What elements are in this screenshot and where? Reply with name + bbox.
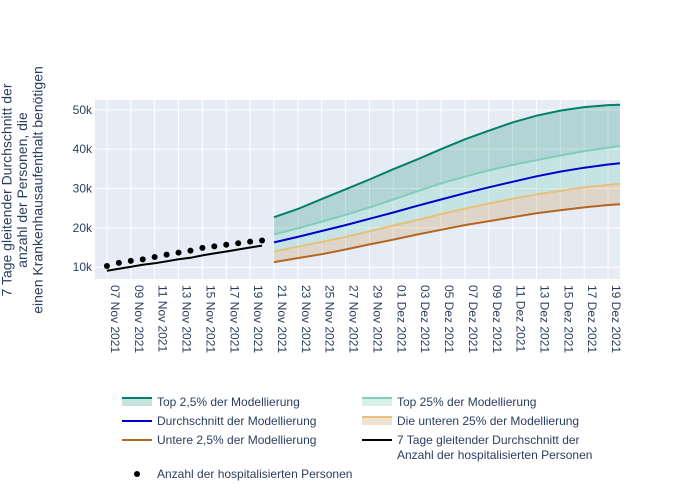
series-lines — [106, 103, 621, 272]
x-tick-label: 13 Dez 2021 — [537, 285, 551, 353]
legend-item-rolling[interactable]: 7 Tage gleitender Durchschnitt derAnzahl… — [362, 433, 592, 462]
hospitalised-point — [127, 257, 134, 264]
band-top25-top25q — [274, 104, 620, 235]
x-tick-label: 23 Nov 2021 — [299, 285, 313, 353]
legend-item-low25q[interactable]: Die unteren 25% der Modellierung — [362, 414, 579, 428]
hospitalised-point — [103, 263, 110, 270]
x-tick-label: 25 Nov 2021 — [323, 285, 337, 353]
legend-label: Top 2,5% der Modellierung — [157, 395, 300, 409]
legend-label: Anzahl der hospitalisierten Personen — [157, 467, 352, 481]
hospitalised-point — [115, 259, 122, 266]
x-tick-label: 19 Dez 2021 — [609, 285, 623, 353]
y-tick-label: 20k — [73, 221, 93, 235]
y-axis-ticks: 10k 20k 30k 40k 50k — [73, 103, 93, 274]
x-tick-label: 03 Dez 2021 — [418, 285, 432, 353]
y-tick-label: 40k — [73, 142, 93, 156]
legend[interactable]: Top 2,5% der Modellierung Top 25% der Mod… — [122, 395, 592, 481]
legend-label: 7 Tage gleitender Durchschnitt der — [397, 433, 580, 447]
series-line-mean — [273, 162, 621, 244]
gridlines — [95, 100, 620, 279]
legend-item-points[interactable]: Anzahl der hospitalisierten Personen — [134, 467, 352, 481]
y-axis-title-line: einen Krankenhausaufenthalt benötigen — [29, 66, 45, 314]
hospitalised-point — [175, 249, 182, 256]
hospitalised-point — [235, 240, 242, 247]
hospitalised-point — [163, 251, 170, 258]
x-tick-label: 09 Dez 2021 — [490, 285, 504, 353]
x-tick-label: 21 Nov 2021 — [275, 285, 289, 353]
plot-background — [95, 100, 620, 279]
legend-swatch-marker — [134, 471, 140, 477]
legend-swatch-fill — [362, 398, 392, 406]
legend-label: Anzahl der hospitalisierten Personen — [397, 448, 592, 462]
hospitalised-point — [187, 247, 194, 254]
hospitalised-point — [223, 241, 230, 248]
series-line-top25q — [273, 145, 621, 236]
x-tick-label: 09 Nov 2021 — [132, 285, 146, 353]
x-tick-label: 05 Dez 2021 — [442, 285, 456, 353]
x-tick-label: 15 Nov 2021 — [203, 285, 217, 353]
series-line-top25 — [273, 103, 621, 219]
legend-label: Die unteren 25% der Modellierung — [397, 414, 579, 428]
x-tick-label: 07 Nov 2021 — [108, 285, 122, 353]
x-tick-label: 07 Dez 2021 — [466, 285, 480, 353]
x-tick-label: 17 Dez 2021 — [585, 285, 599, 353]
legend-item-low25[interactable]: Untere 2,5% der Modellierung — [122, 433, 316, 447]
x-tick-label: 27 Nov 2021 — [347, 285, 361, 353]
legend-label: Durchschnitt der Modellierung — [157, 414, 316, 428]
series-line-rolling-average — [106, 244, 263, 272]
hospitalised-point — [211, 243, 218, 250]
y-axis-title-line: 7 Tage gleitender Durchschnitt der — [0, 83, 15, 296]
legend-item-top25q[interactable]: Top 25% der Modellierung — [362, 395, 536, 409]
x-tick-label: 19 Nov 2021 — [251, 285, 265, 353]
series-line-low25 — [273, 203, 621, 264]
hospitalised-point — [259, 237, 266, 244]
y-axis-title-text: 7 Tage gleitender Durchschnitt deranzahl… — [0, 66, 45, 314]
hospitalised-markers — [103, 237, 266, 270]
legend-label: Top 25% der Modellierung — [397, 395, 536, 409]
x-tick-label: 01 Dez 2021 — [394, 285, 408, 353]
hospitalised-point — [151, 253, 158, 260]
legend-swatch-fill — [362, 417, 392, 425]
legend-label: Untere 2,5% der Modellierung — [157, 433, 316, 447]
x-tick-label: 15 Dez 2021 — [561, 285, 575, 353]
band-low25q-low25 — [274, 183, 620, 263]
hospitalised-point — [199, 244, 206, 251]
y-axis-title-line: anzahl der Personen, die — [14, 112, 30, 268]
y-tick-label: 30k — [73, 182, 93, 196]
x-tick-label: 11 Nov 2021 — [156, 285, 170, 352]
legend-swatch-fill — [122, 398, 152, 406]
series-line-low25q — [273, 182, 621, 253]
y-tick-label: 50k — [73, 103, 93, 117]
legend-item-mean[interactable]: Durchschnitt der Modellierung — [122, 414, 316, 428]
x-tick-label: 11 Dez 2021 — [514, 285, 528, 352]
hospitalised-point — [139, 256, 146, 263]
x-tick-label: 13 Nov 2021 — [180, 285, 194, 353]
legend-item-top25[interactable]: Top 2,5% der Modellierung — [122, 395, 300, 409]
x-tick-label: 29 Nov 2021 — [370, 285, 384, 353]
x-axis-ticks: 07 Nov 2021 09 Nov 2021 11 Nov 2021 13 Nov … — [108, 285, 623, 353]
hospitalised-point — [247, 238, 254, 245]
y-tick-label: 10k — [73, 260, 93, 274]
y-axis-title: 7 Tage gleitender Durchschnitt deranzahl… — [0, 66, 45, 314]
x-tick-label: 17 Nov 2021 — [227, 285, 241, 353]
